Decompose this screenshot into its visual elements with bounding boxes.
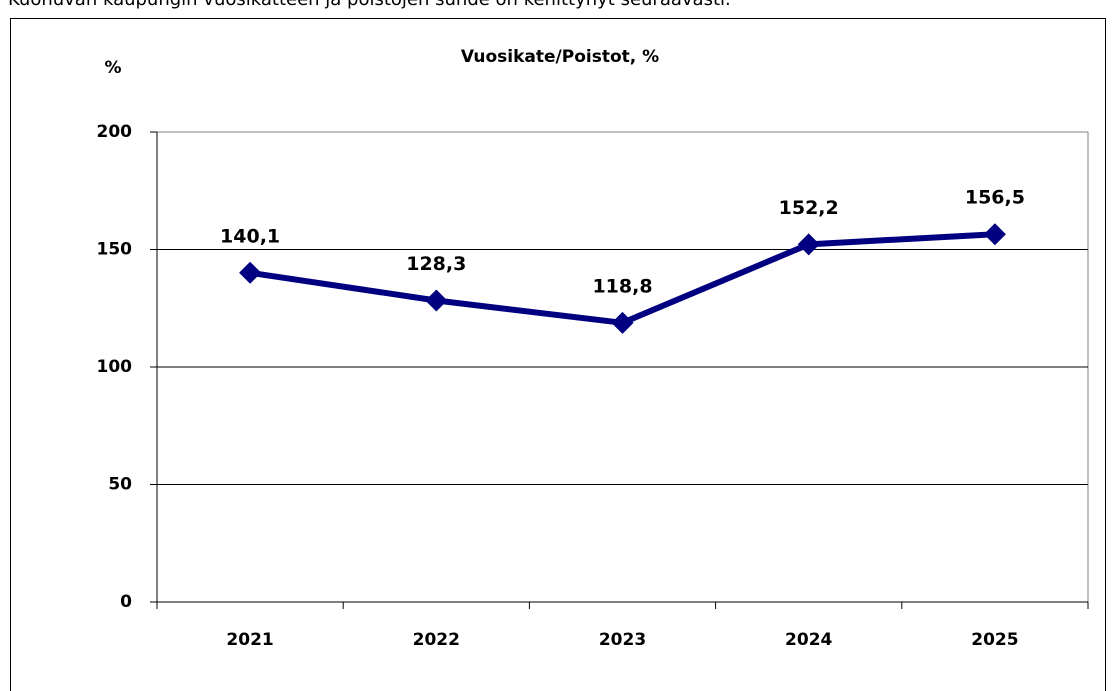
y-tick-label: 150	[97, 240, 133, 260]
caption: Kuohuvan kaupungin vuosikatteen ja poist…	[8, 0, 731, 10]
y-axis-label: %	[104, 58, 121, 78]
data-label: 156,5	[965, 187, 1025, 209]
y-tick-label: 200	[97, 122, 133, 142]
chart-title: Vuosikate/Poistot, %	[461, 47, 659, 67]
data-label: 140,1	[220, 225, 280, 247]
y-tick-label: 100	[97, 357, 133, 377]
marker	[983, 223, 1006, 246]
marker	[797, 233, 820, 256]
chart-border	[10, 18, 1106, 691]
x-tick-label: 2022	[413, 630, 460, 650]
x-tick-label: 2025	[971, 630, 1018, 650]
x-tick-label: 2024	[785, 630, 832, 650]
y-tick-label: 0	[120, 592, 132, 612]
x-tick-label: 2023	[599, 630, 646, 650]
y-tick-label: 50	[108, 475, 132, 495]
data-label: 128,3	[406, 253, 466, 275]
data-label: 152,2	[779, 197, 839, 219]
x-tick-label: 2021	[226, 630, 273, 650]
data-label: 118,8	[592, 275, 652, 297]
marker	[425, 289, 448, 312]
marker	[611, 311, 634, 334]
marker	[239, 261, 262, 284]
